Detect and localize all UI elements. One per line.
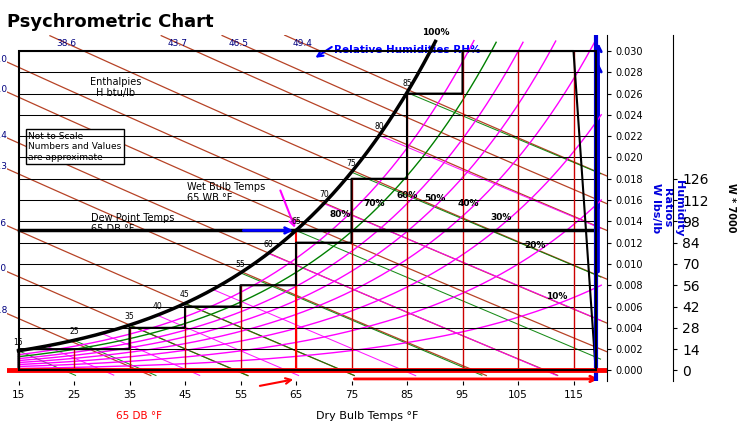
Text: 46.5: 46.5: [229, 39, 249, 48]
Text: 17.6: 17.6: [0, 219, 7, 228]
Text: 15: 15: [13, 338, 24, 346]
Text: 65: 65: [291, 217, 301, 226]
Text: Wet Bulb Temps
65 WB °F: Wet Bulb Temps 65 WB °F: [187, 181, 266, 203]
Text: 100%: 100%: [422, 28, 449, 37]
Text: Dry Bulb Temps °F: Dry Bulb Temps °F: [316, 411, 418, 421]
Y-axis label: Grains/lb
W * 7000: Grains/lb W * 7000: [726, 183, 740, 233]
Text: Not to Scale
Numbers and Values
are approximate: Not to Scale Numbers and Values are appr…: [28, 132, 121, 162]
Text: 55: 55: [235, 260, 246, 268]
Text: 85: 85: [402, 79, 412, 88]
Text: Enthalpies
H btu/lb: Enthalpies H btu/lb: [90, 77, 141, 98]
Text: 50%: 50%: [424, 194, 445, 203]
Text: 65 DB °F: 65 DB °F: [116, 411, 162, 421]
Text: 31.0: 31.0: [0, 85, 7, 94]
Text: Dew Point Temps
65 DB °F: Dew Point Temps 65 DB °F: [91, 213, 175, 234]
Text: 75: 75: [346, 159, 357, 168]
Text: 25: 25: [69, 327, 79, 336]
Text: 60: 60: [263, 240, 273, 249]
Text: 8.8: 8.8: [0, 306, 7, 315]
Text: 10%: 10%: [546, 292, 568, 301]
Text: 23.3: 23.3: [0, 162, 7, 171]
Y-axis label: Humidity
Ratios
W lbs/lb: Humidity Ratios W lbs/lb: [650, 180, 684, 236]
Text: 13.0: 13.0: [0, 265, 7, 273]
Text: Relative Humidities RH%: Relative Humidities RH%: [334, 46, 480, 56]
Text: 80%: 80%: [330, 210, 351, 219]
Text: 34.0: 34.0: [0, 55, 7, 64]
Text: 49.4: 49.4: [293, 39, 313, 48]
Text: 40: 40: [152, 302, 162, 311]
Text: 43.7: 43.7: [168, 39, 188, 48]
Text: 30%: 30%: [491, 213, 512, 222]
Text: 60%: 60%: [397, 191, 417, 200]
Text: 38.6: 38.6: [56, 39, 76, 48]
Text: Psychrometric Chart: Psychrometric Chart: [7, 13, 214, 31]
Text: 26.4: 26.4: [0, 131, 7, 140]
Text: 70%: 70%: [363, 199, 385, 208]
Text: 70: 70: [319, 190, 329, 199]
Text: 45: 45: [180, 290, 190, 299]
Text: 35: 35: [124, 312, 135, 321]
Text: 20%: 20%: [524, 241, 545, 250]
Text: 40%: 40%: [457, 199, 479, 208]
Text: 80: 80: [374, 122, 384, 131]
